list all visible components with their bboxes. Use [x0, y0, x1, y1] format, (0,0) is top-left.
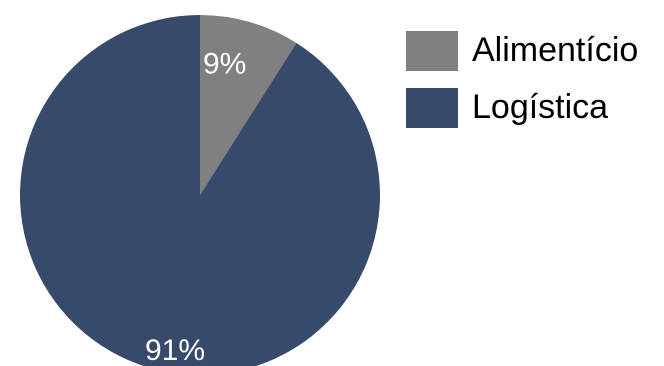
slice-data-label-2: 91% [145, 334, 205, 366]
legend: Alimentício Logística [406, 31, 638, 128]
legend-label-2: Logística [472, 88, 608, 126]
pie-slice-1 [200, 15, 297, 195]
legend-swatch-2 [406, 88, 458, 128]
slice-data-label-1: 9% [203, 47, 246, 80]
pie-slice-2 [20, 15, 380, 366]
legend-label-1: Alimentício [472, 31, 638, 69]
pie-slice-labels: 9% 91% [145, 47, 246, 366]
legend-swatch-1 [406, 31, 458, 71]
pie-slices [20, 15, 380, 366]
